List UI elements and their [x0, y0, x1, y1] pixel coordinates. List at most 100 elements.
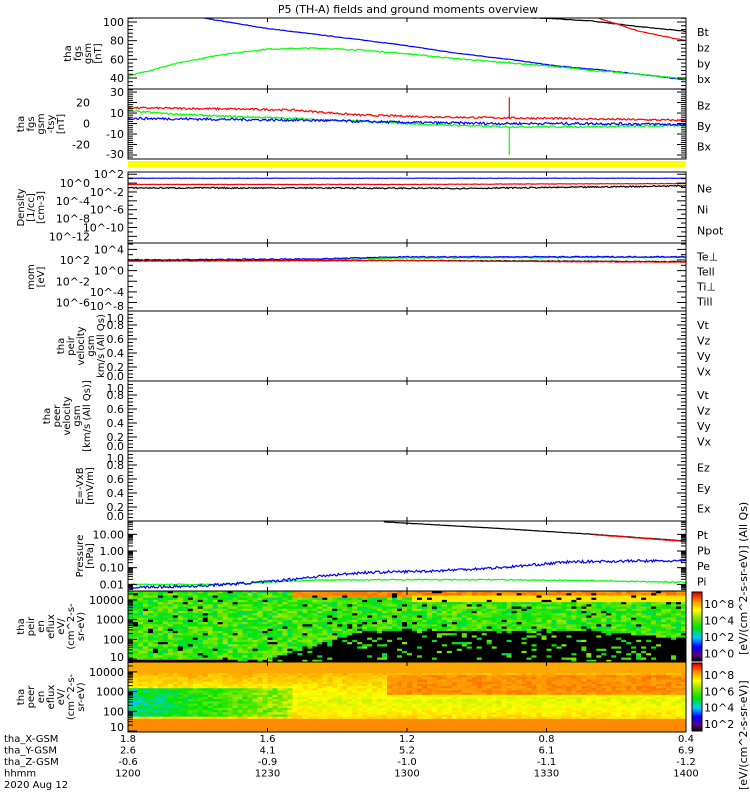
- spectrogram-cell: [636, 633, 642, 636]
- spectrogram-cell: [132, 694, 139, 698]
- spectrogram-cell: [681, 617, 687, 621]
- spectrogram-cell: [132, 718, 139, 722]
- spectrogram-cell: [332, 655, 338, 658]
- spectrogram-cell: [167, 659, 174, 663]
- spectrogram-cell: [556, 599, 562, 603]
- spectrogram-cell: [461, 642, 468, 645]
- spectrogram-cell: [217, 714, 224, 718]
- spectrogram-cell: [192, 650, 199, 654]
- spectrogram-cell: [242, 630, 248, 634]
- spectrogram-cell: [342, 604, 348, 607]
- spectrogram-cell: [252, 637, 258, 641]
- spectrogram-cell: [461, 648, 468, 652]
- spectrogram-cell: [177, 690, 184, 694]
- spectrogram-cell: [641, 650, 647, 654]
- series-group: [128, 521, 686, 590]
- spectrogram-cell: [142, 690, 149, 694]
- spectrogram-cell: [217, 729, 224, 733]
- spectrogram-cell: [466, 633, 473, 636]
- spectrogram-cell: [197, 657, 204, 661]
- spectrogram-cell: [307, 655, 313, 658]
- spectrogram-cell: [167, 599, 174, 603]
- spectrogram-cell: [456, 606, 463, 610]
- spectrogram-cell: [172, 716, 179, 720]
- spectrogram-cell: [132, 593, 139, 596]
- spectrogram-cell: [586, 655, 592, 658]
- spectrogram-cell: [282, 591, 288, 594]
- spectrogram-cell: [661, 655, 667, 658]
- spectrogram-cell: [431, 650, 438, 654]
- spectrogram-cell: [267, 628, 273, 632]
- spectrogram-cell: [601, 591, 607, 594]
- spectrogram-cell: [217, 675, 224, 678]
- spectrogram-cell: [132, 666, 139, 669]
- spectrogram-cell: [436, 602, 443, 605]
- spectrogram-cell: [132, 668, 139, 672]
- spectrogram-cell: [571, 613, 577, 616]
- spectrogram-cell: [387, 604, 393, 607]
- spectrogram-cell: [307, 659, 313, 663]
- spectrogram-cell: [182, 710, 189, 713]
- spectrogram-cell: [202, 727, 209, 731]
- spectrogram-cell: [312, 595, 318, 599]
- spectrogram-cell: [367, 650, 373, 654]
- spectrogram-cell: [342, 608, 348, 612]
- spectrogram-cell: [132, 697, 139, 700]
- spectrogram-cell: [247, 608, 253, 612]
- spectrogram-cell: [441, 644, 448, 647]
- spectrogram-cell: [142, 664, 149, 667]
- spectrogram-cell: [471, 610, 478, 614]
- spectrogram-cell: [377, 613, 383, 616]
- spectrogram-cell: [342, 637, 348, 641]
- spectrogram-cell: [312, 637, 318, 641]
- spectrogram-cell: [172, 701, 179, 704]
- spectrogram-cell: [621, 604, 627, 607]
- spectrogram-cell: [616, 595, 622, 599]
- spectrogram-cell: [277, 591, 283, 594]
- spectrogram-cell: [367, 593, 373, 596]
- spectrogram-cell: [262, 646, 268, 650]
- spectrogram-cell: [142, 655, 149, 658]
- spectrogram-cell: [212, 653, 219, 656]
- spectrogram-cell: [426, 591, 433, 594]
- spectrogram-cell: [511, 602, 517, 605]
- spectrogram-cell: [172, 725, 179, 729]
- spectrogram-cell: [202, 608, 209, 612]
- spectrogram-cell: [128, 597, 134, 601]
- spectrogram-cell: [616, 635, 622, 638]
- spectrogram-cell: [262, 639, 268, 643]
- spectrogram-cell: [397, 655, 403, 658]
- spectrogram-cell: [586, 624, 592, 627]
- spectrogram-cell: [192, 626, 199, 630]
- spectrogram-cell: [167, 619, 174, 623]
- spectrogram-cell: [372, 610, 378, 614]
- spectrogram-cell: [511, 657, 517, 661]
- spectrogram-cell: [561, 622, 567, 625]
- spectrogram-cell: [606, 617, 612, 621]
- y-axis-label-line: km/s (All Qs): [96, 314, 107, 378]
- spectrogram-cell: [382, 657, 388, 661]
- spectrogram-cell: [177, 672, 184, 676]
- spectrogram-cell: [227, 725, 234, 729]
- spectrogram-cell: [407, 604, 413, 607]
- colorbar-segment: [692, 640, 702, 643]
- spectrogram-cell: [262, 608, 268, 612]
- spectrogram-cell: [372, 657, 378, 661]
- spectrogram-cell: [421, 604, 428, 607]
- spectrogram-cell: [372, 604, 378, 607]
- spectrogram-cell: [227, 666, 234, 669]
- spectrogram-cell: [372, 637, 378, 641]
- spectrogram-cell: [476, 628, 483, 632]
- spectrogram-cell: [142, 608, 149, 612]
- spectrogram-cell: [471, 591, 478, 594]
- spectrogram-cell: [681, 659, 687, 663]
- spectrogram-cell: [207, 604, 214, 607]
- spectrogram-cell: [506, 637, 513, 641]
- spectrogram-cell: [197, 648, 204, 652]
- spectrogram-cell: [232, 650, 239, 654]
- spectrogram-cell: [606, 591, 612, 594]
- spectrogram-cell: [397, 610, 403, 614]
- spectrogram-cell: [202, 637, 209, 641]
- spectrogram-cell: [466, 599, 473, 603]
- spectrogram-cell: [357, 591, 363, 594]
